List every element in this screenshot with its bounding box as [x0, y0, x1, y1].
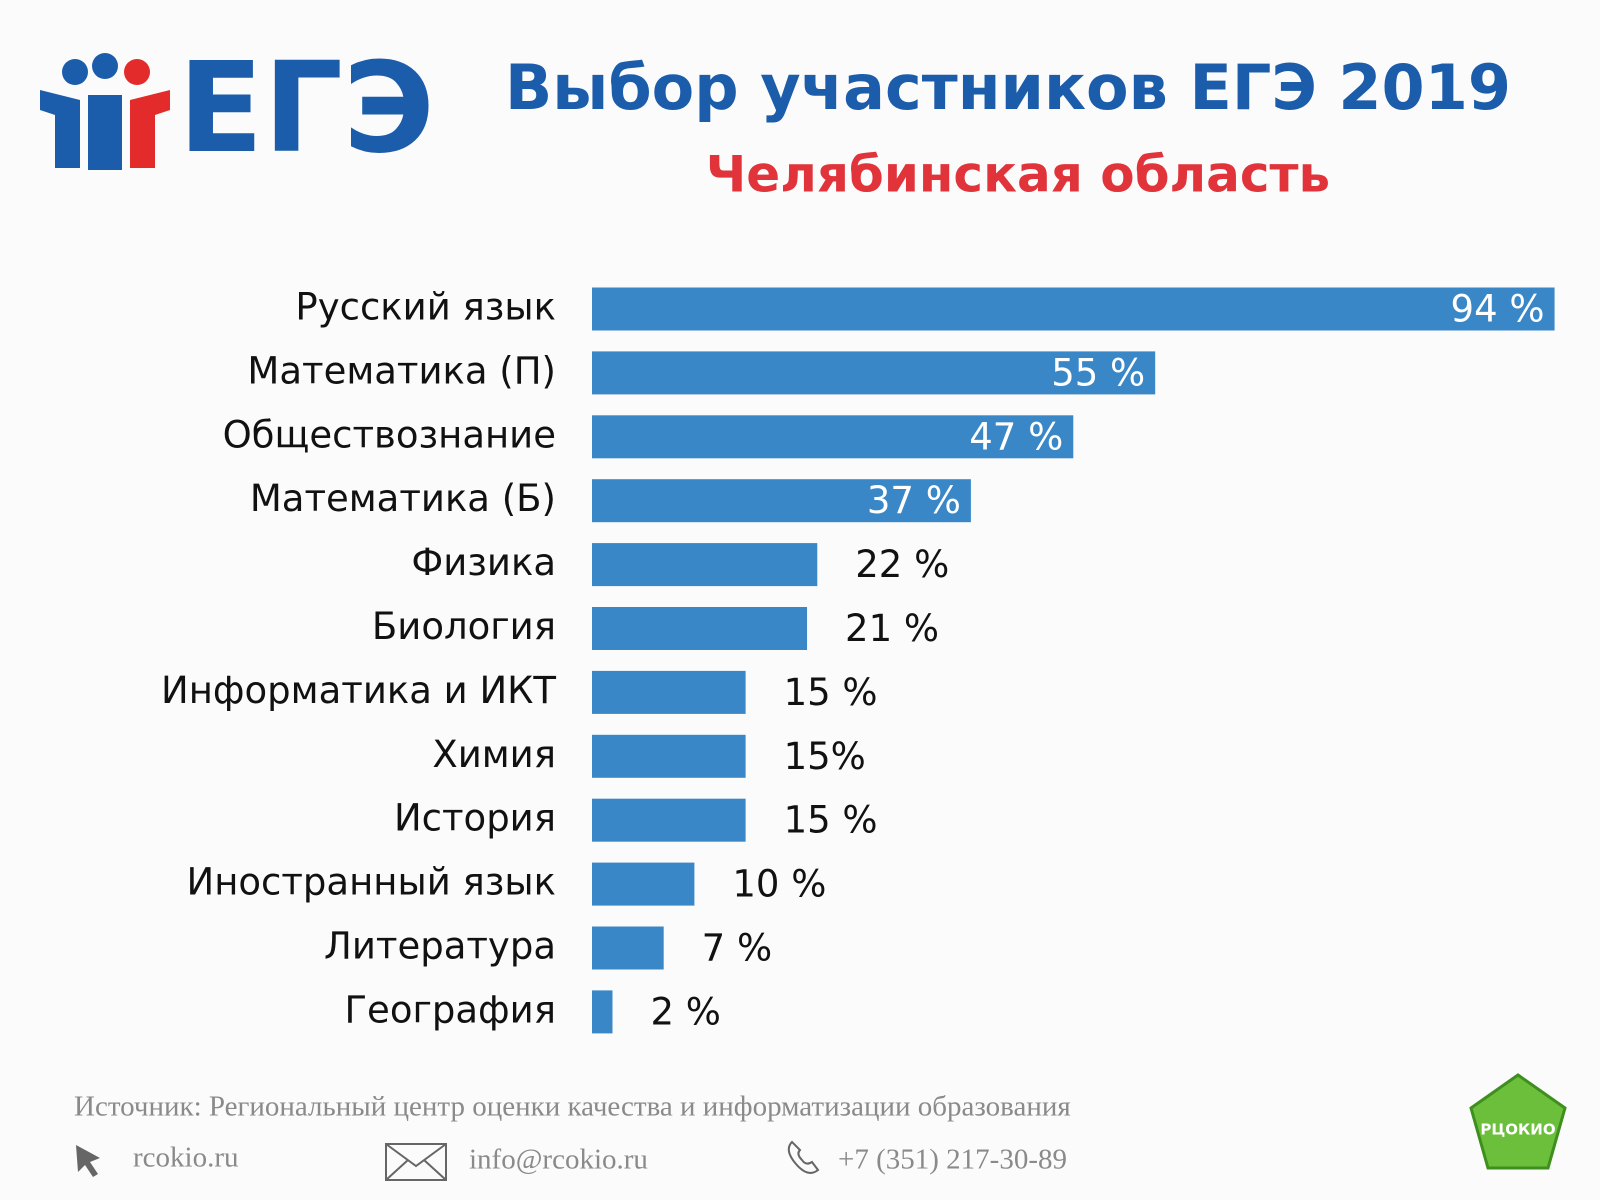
source: Источник: Региональный центр оценки каче… [74, 1091, 1071, 1123]
site: rcokio.ru [133, 1142, 239, 1174]
category-label: Химия [432, 733, 556, 776]
bar [592, 670, 746, 714]
category-label: Иностранный язык [187, 861, 556, 904]
category-label: Математика (Б) [250, 477, 556, 520]
chart-subtitle: Челябинская область [706, 146, 1330, 204]
badge: РЦОКИО [1469, 1073, 1567, 1170]
value-label: 7 % [702, 927, 772, 970]
category-label: Математика (П) [247, 349, 556, 392]
value-label: 55 % [1051, 351, 1145, 394]
value-label: 22 % [855, 543, 949, 586]
value-label: 94 % [1451, 288, 1545, 331]
value-label: 21 % [845, 607, 939, 650]
phone-icon [787, 1140, 820, 1174]
value-label: 10 % [732, 863, 826, 906]
value-label: 15 % [784, 671, 878, 714]
value-label: 2 % [650, 990, 720, 1033]
category-label: Физика [411, 541, 556, 584]
category-label: Обществознание [223, 413, 556, 456]
bar [592, 734, 746, 778]
cursor-icon [76, 1145, 100, 1177]
category-label: Литература [324, 925, 556, 968]
bar [592, 479, 971, 523]
category-label: География [344, 988, 556, 1031]
bar [592, 287, 1555, 331]
phone: +7 (351) 217-30-89 [838, 1144, 1067, 1176]
bar [592, 415, 1074, 459]
badge-text: РЦОКИО [1480, 1121, 1555, 1139]
bar [592, 543, 818, 587]
value-label: 37 % [867, 479, 961, 522]
value-label: 15 % [784, 799, 878, 842]
category-label: Биология [372, 605, 556, 648]
bar [592, 351, 1156, 395]
bar [592, 990, 613, 1034]
bar [592, 862, 695, 906]
bar [592, 926, 664, 970]
logo-text: ЕГЭ [178, 36, 435, 181]
category-label: История [394, 797, 556, 840]
category-label: Русский язык [295, 286, 556, 329]
mail-icon [385, 1143, 447, 1181]
logo-icon [40, 53, 170, 170]
value-label: 47 % [969, 415, 1063, 458]
email: info@rcokio.ru [469, 1144, 648, 1176]
bar [592, 607, 808, 650]
value-label: 15% [784, 735, 866, 778]
chart-title: Выбор участников ЕГЭ 2019 [505, 51, 1511, 124]
bar [592, 798, 746, 842]
category-label: Информатика и ИКТ [161, 669, 556, 712]
